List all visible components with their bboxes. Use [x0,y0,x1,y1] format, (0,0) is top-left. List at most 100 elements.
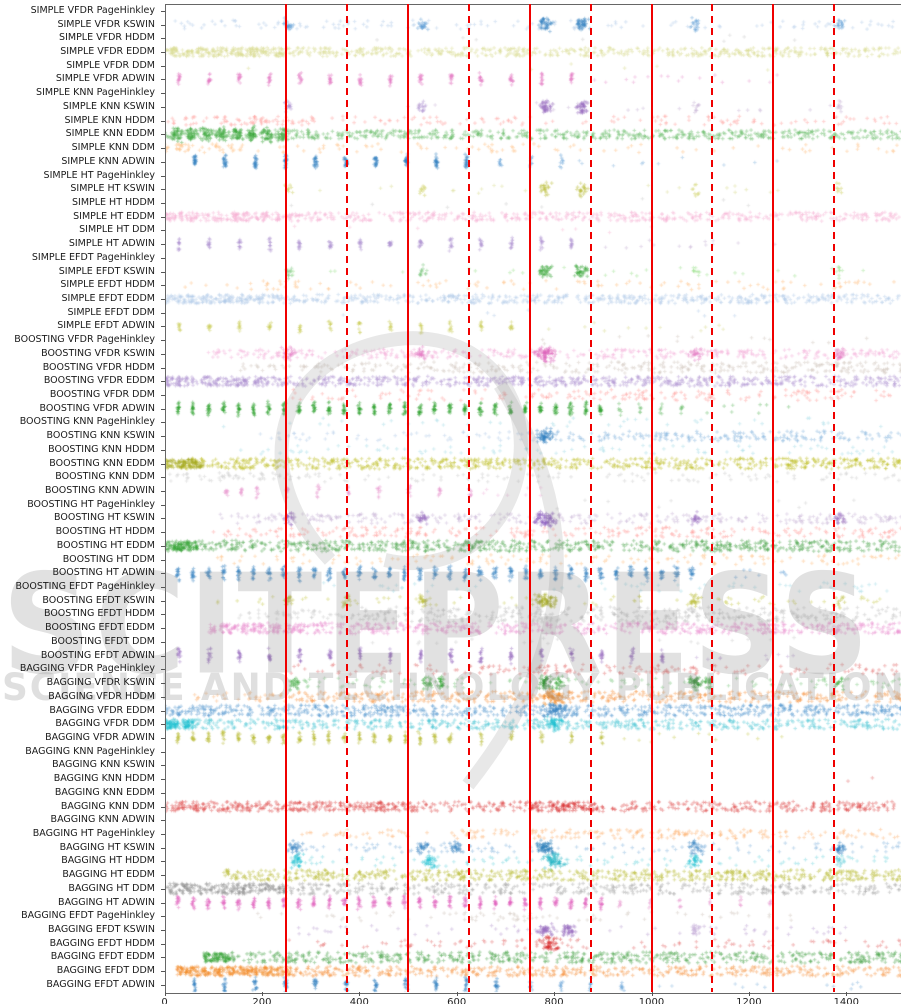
y-tick-mark [161,737,165,739]
y-tick-mark [161,545,165,547]
y-tick-mark [161,340,165,342]
y-tick-mark [161,216,165,218]
y-axis-label: BOOSTING EFDT HDDM [43,608,155,620]
y-axis-label: BOOSTING KNN HDDM [48,443,155,455]
drift-line-dashed [589,4,592,992]
y-tick-mark [161,600,165,602]
y-tick-mark [161,655,165,657]
y-tick-mark [161,120,165,122]
y-axis-label: BAGGING KNN KSWIN [52,759,155,771]
x-tick-mark [554,992,556,996]
y-axis-label: BAGGING EFDT EDDM [50,951,155,963]
plot-area [165,4,901,994]
y-tick-mark [161,106,165,108]
y-axis-label: BOOSTING HT DDM [62,553,155,565]
y-tick-mark [161,902,165,904]
y-tick-mark [161,463,165,465]
y-tick-mark [161,408,165,410]
y-tick-mark [161,696,165,698]
x-tick-mark [164,992,166,996]
y-axis-label: SIMPLE KNN ADWIN [61,155,155,167]
x-tick-mark [359,992,361,996]
y-tick-mark [161,710,165,712]
x-tick-label: 0 [161,997,168,1004]
y-tick-mark [161,353,165,355]
y-tick-mark [161,628,165,630]
y-axis-label: SIMPLE KNN PageHinkley [36,87,155,99]
y-axis-label: BOOSTING EFDT ADWIN [40,649,155,661]
y-axis-label: SIMPLE VFDR PageHinkley [30,4,155,16]
y-tick-mark [161,367,165,369]
y-tick-mark [161,792,165,794]
x-tick-label: 1200 [736,997,762,1004]
y-tick-mark [161,202,165,204]
x-tick-mark [846,992,848,996]
y-tick-mark [161,24,165,26]
y-axis-label: BOOSTING EFDT KSWIN [42,594,155,606]
y-tick-mark [161,641,165,643]
y-tick-mark [161,930,165,931]
y-axis-label: BOOSTING VFDR HDDM [42,361,155,373]
y-tick-mark [161,669,165,671]
y-axis-label: BAGGING EFDT DDM [56,965,155,977]
y-tick-mark [161,230,165,232]
x-tick-label: 600 [447,997,467,1004]
y-tick-mark [161,148,165,150]
y-axis-label: BAGGING EFDT ADWIN [46,978,155,990]
y-tick-mark [161,847,165,849]
y-tick-mark [161,957,165,959]
y-axis-label: BAGGING EFDT PageHinkley [21,910,155,922]
y-axis-label: BOOSTING HT KSWIN [54,512,155,524]
y-axis-label: SIMPLE HT KSWIN [70,183,155,195]
y-axis-label: SIMPLE EFDT PageHinkley [31,251,155,263]
y-tick-mark [161,436,165,438]
x-tick-label: 800 [544,997,564,1004]
y-axis-label: SIMPLE EFDT ADWIN [57,320,155,332]
y-axis-label: BOOSTING HT HDDM [55,526,155,538]
y-axis-label: SIMPLE HT ADWIN [68,238,155,250]
y-tick-mark [161,724,165,726]
x-tick-label: 200 [252,997,272,1004]
y-tick-mark [161,79,165,81]
drift-line-dashed [711,4,714,992]
y-tick-mark [161,449,165,451]
y-tick-mark [161,518,165,520]
y-tick-mark [161,134,165,136]
y-tick-mark [161,52,165,54]
y-tick-mark [161,683,165,685]
y-axis-label: SIMPLE EFDT DDM [67,306,155,318]
y-axis-label: BAGGING VFDR EDDM [49,704,155,716]
y-tick-mark [161,93,165,95]
y-axis-label: BOOSTING EFDT EDDM [45,622,155,634]
y-axis-label: SIMPLE VFDR EDDM [60,46,155,58]
y-tick-mark [161,806,165,808]
y-tick-mark [161,559,165,561]
y-axis-label: BOOSTING KNN KSWIN [46,430,155,442]
y-axis-label: BAGGING KNN HDDM [53,773,155,785]
y-tick-mark [161,175,165,177]
y-tick-mark [161,491,165,493]
y-axis-label: BOOSTING KNN PageHinkley [19,416,155,428]
x-tick-mark [456,992,458,996]
y-axis-label: BOOSTING VFDR KSWIN [41,347,155,359]
drift-line-solid [650,4,653,992]
y-tick-mark [161,271,165,273]
y-axis-label: BAGGING KNN EDDM [54,786,155,798]
y-axis-label: SIMPLE EFDT EDDM [61,292,155,304]
y-tick-mark [161,532,165,534]
y-tick-mark [161,504,165,506]
y-tick-mark [161,573,165,575]
y-axis-label: BOOSTING KNN DDM [55,471,155,483]
y-tick-mark [161,10,165,12]
y-tick-mark [161,189,165,191]
y-tick-mark [161,984,165,986]
y-axis-label: SIMPLE HT HDDM [71,196,155,208]
y-axis-label: BOOSTING VFDR PageHinkley [14,334,155,346]
y-axis-label: BAGGING HT ADWIN [58,896,155,908]
y-axis-label: SIMPLE KNN DDM [71,142,155,154]
y-axis-label: BAGGING KNN ADWIN [50,814,155,826]
y-tick-mark [161,381,165,383]
x-tick-mark [261,992,263,996]
drift-line-dashed [467,4,470,992]
